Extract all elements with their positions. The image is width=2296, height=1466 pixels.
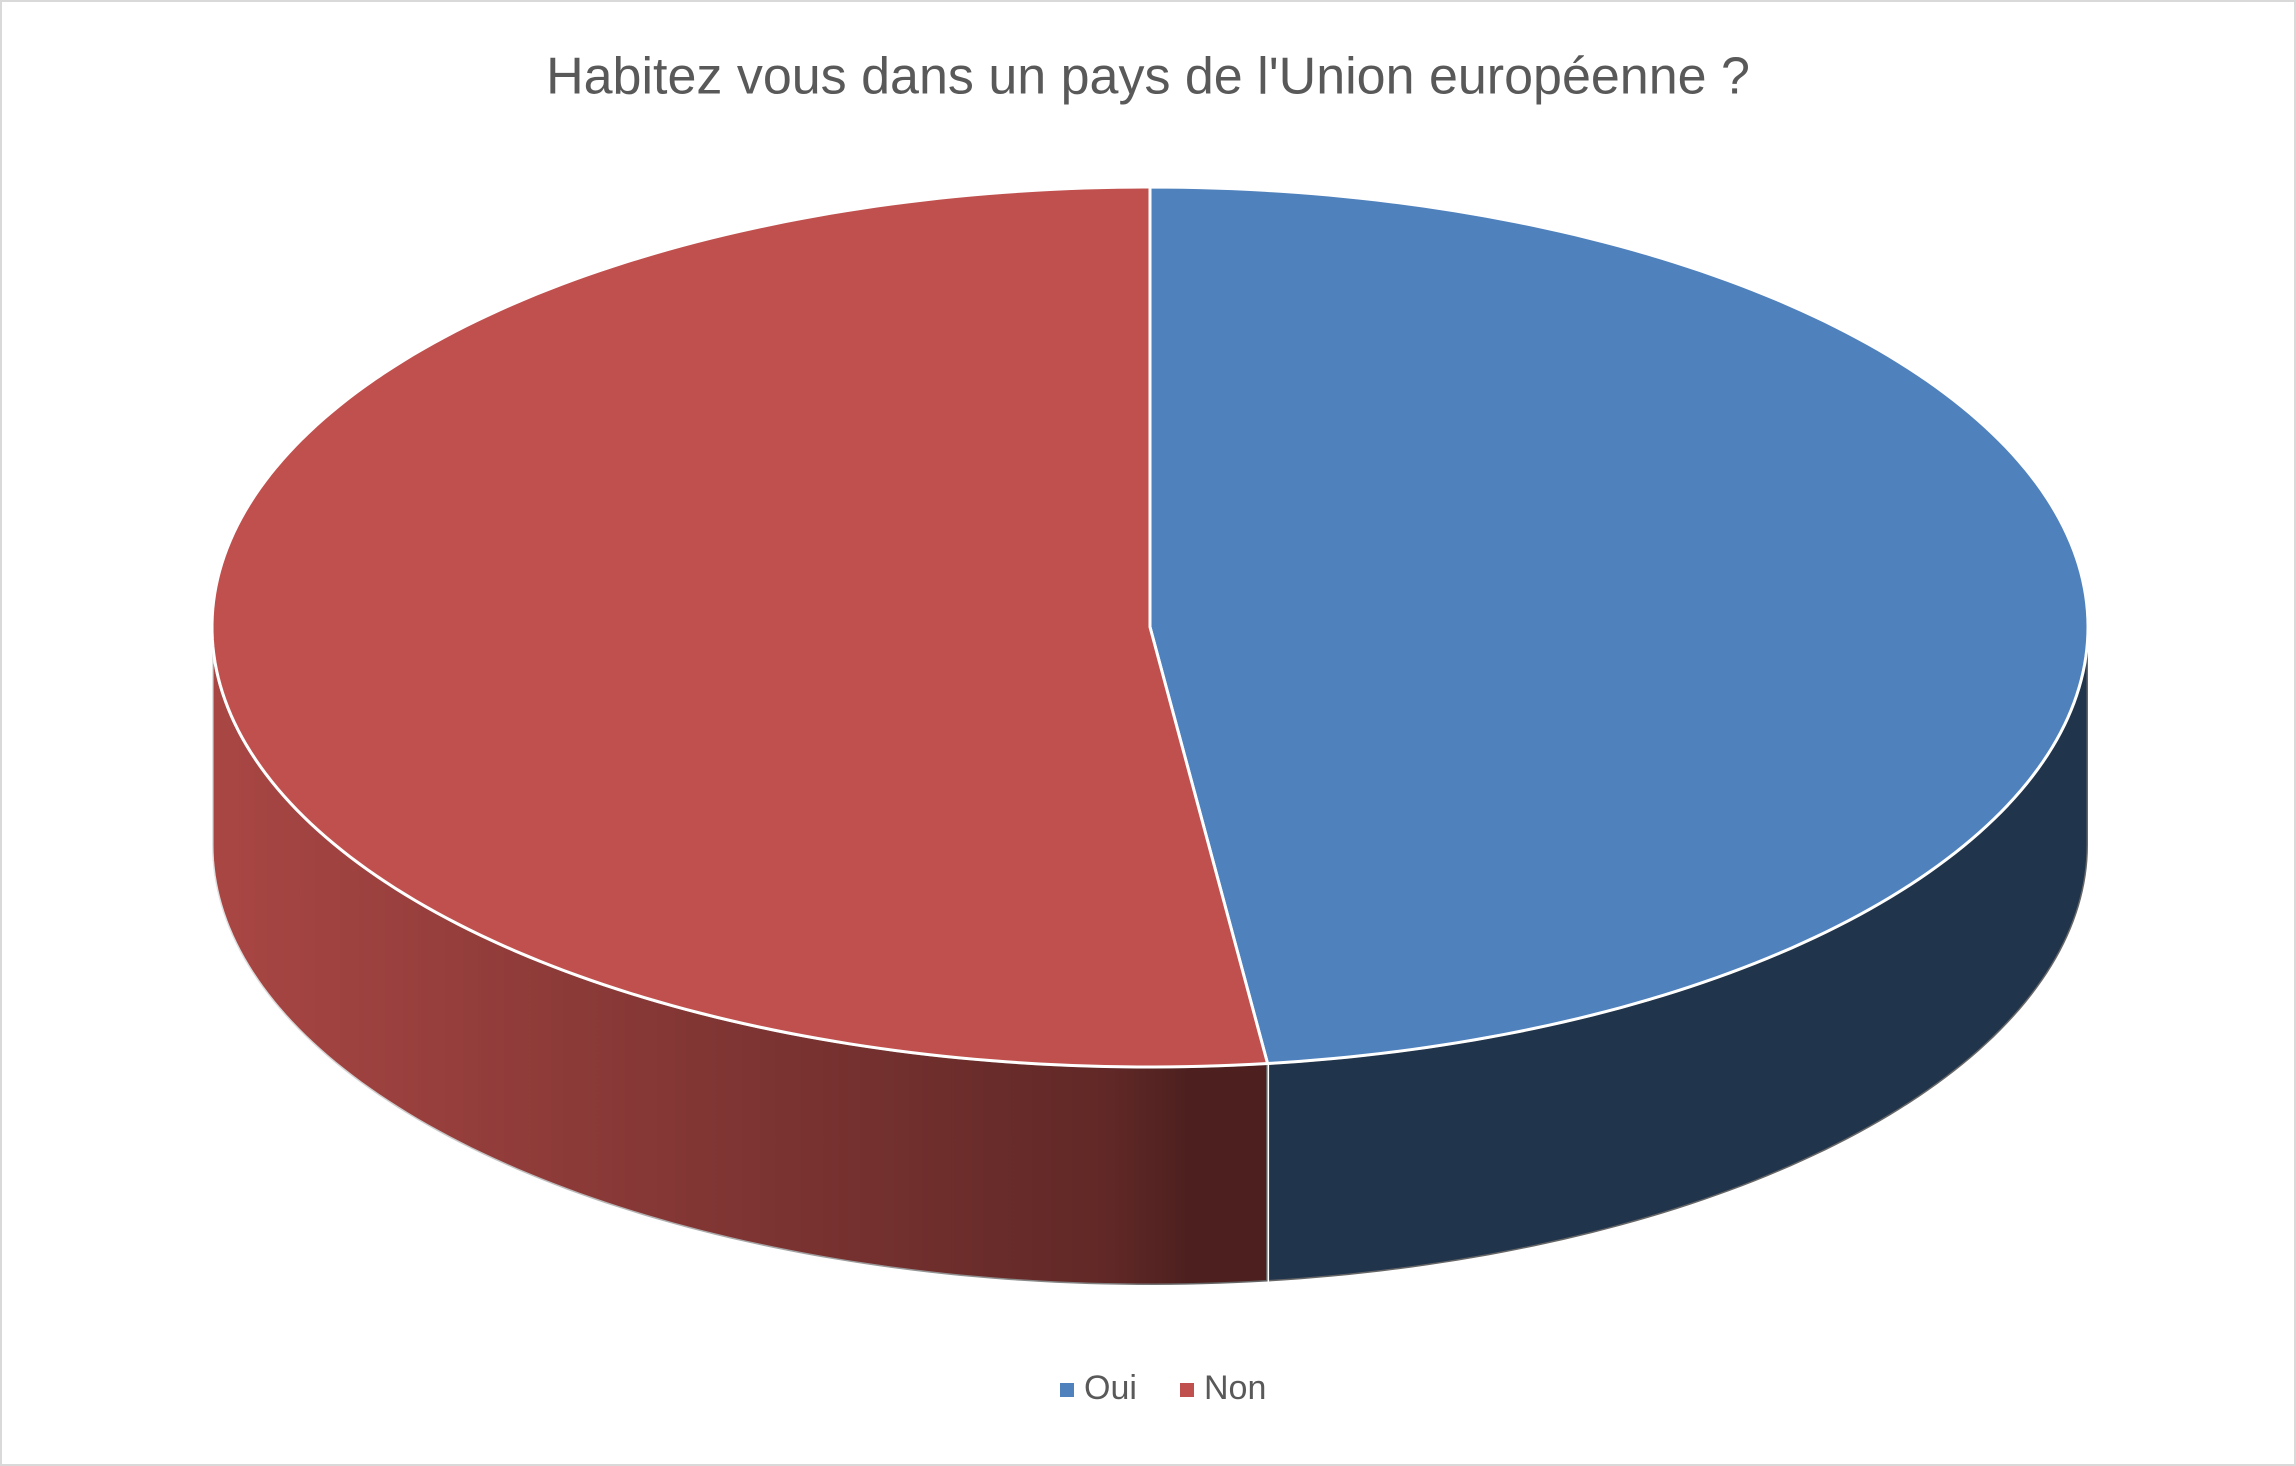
legend-swatch (1180, 1383, 1194, 1397)
slice (1148, 185, 2090, 1066)
slice-side-shade (212, 627, 1268, 1285)
slice-side-shade (1267, 627, 2088, 1282)
chart-title: Habitez vous dans un pays de l'Union eur… (546, 48, 1750, 106)
legend-label: Oui (1084, 1369, 1137, 1407)
legend-label: Non (1204, 1369, 1266, 1407)
pie (210, 185, 2090, 1287)
legend-swatch (1060, 1383, 1074, 1397)
slice (210, 185, 1270, 1069)
legend: Oui Non (1060, 1369, 1266, 1407)
